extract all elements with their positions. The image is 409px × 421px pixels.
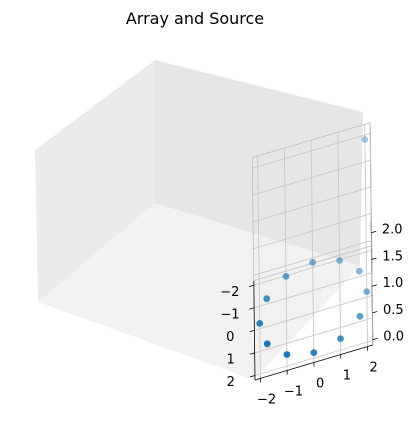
grid-line-y-wall	[283, 148, 287, 272]
pane-edge	[252, 122, 371, 158]
scatter-point	[361, 136, 369, 143]
grid-line-z-left	[252, 132, 371, 169]
y-tick-label: −2	[257, 392, 276, 407]
z-tick	[371, 257, 377, 260]
y-tick-label: 1	[343, 369, 351, 384]
grid-line-y-wall	[310, 140, 314, 264]
grid-line-y-wall	[364, 124, 367, 248]
z-tick-label: 1.5	[382, 249, 403, 264]
scatter-point	[356, 312, 364, 320]
scatter-point	[283, 351, 291, 358]
x-tick	[249, 352, 255, 355]
scatter-point	[337, 335, 344, 342]
pane-back-wall	[155, 60, 363, 266]
x-tick	[249, 329, 255, 333]
pane-left-wall	[35, 60, 155, 302]
scatter-point	[363, 288, 371, 295]
z-tick	[371, 230, 377, 234]
x-tick-label: 2	[227, 375, 235, 390]
pane-edge	[371, 245, 374, 346]
scatter-point	[263, 295, 271, 303]
y-tick-label: 2	[370, 361, 378, 376]
scatter-point	[310, 349, 318, 356]
data-points	[256, 136, 371, 358]
tick-labels: −2 −1 0 1 2 −2 −1 0 1 2 0.0 0.5 1.0 1.5 2.0	[220, 223, 404, 408]
x-tick-label: −2	[220, 285, 239, 300]
scatter-point	[263, 340, 271, 348]
grid-line-z-left	[252, 159, 371, 196]
grid-line-z-left	[252, 186, 372, 223]
x-tick	[248, 284, 255, 287]
x-tick-label: 0	[226, 330, 234, 345]
grid-line-y-floor	[312, 263, 315, 363]
axis-ticks	[248, 230, 378, 383]
scatter-point	[256, 320, 264, 327]
y-tick-label: 0	[316, 376, 324, 391]
pane-edge	[251, 157, 255, 281]
x-tick	[249, 375, 256, 378]
z-tick	[372, 337, 378, 341]
pane-edge	[369, 122, 372, 223]
chart-title: Array and Source	[126, 9, 264, 28]
y-tick-label: −1	[284, 384, 303, 399]
scatter-point	[282, 273, 290, 280]
scatter-point	[336, 257, 343, 264]
grid-line-y-wall	[257, 156, 260, 280]
grid-line-z-left	[253, 239, 372, 276]
x-tick-label: −1	[220, 307, 239, 322]
z-tick-label: 1.0	[383, 276, 404, 291]
grid-line-y-wall	[337, 132, 340, 256]
scatter-point	[355, 267, 363, 275]
scatter-point	[309, 259, 317, 266]
z-tick-label: 2.0	[382, 223, 403, 238]
grid-line-z-left	[253, 213, 372, 250]
pane-edges	[251, 122, 374, 381]
z-tick	[371, 284, 378, 287]
x-tick-label: 1	[226, 353, 234, 368]
z-tick-label: 0.5	[383, 303, 404, 318]
pane-floor	[38, 203, 360, 380]
grid-line-y-floor	[258, 279, 261, 379]
z-tick	[372, 311, 378, 314]
grid-line-y-floor	[365, 247, 368, 347]
z-tick-label: 0.0	[383, 330, 404, 345]
x-tick	[249, 307, 255, 310]
